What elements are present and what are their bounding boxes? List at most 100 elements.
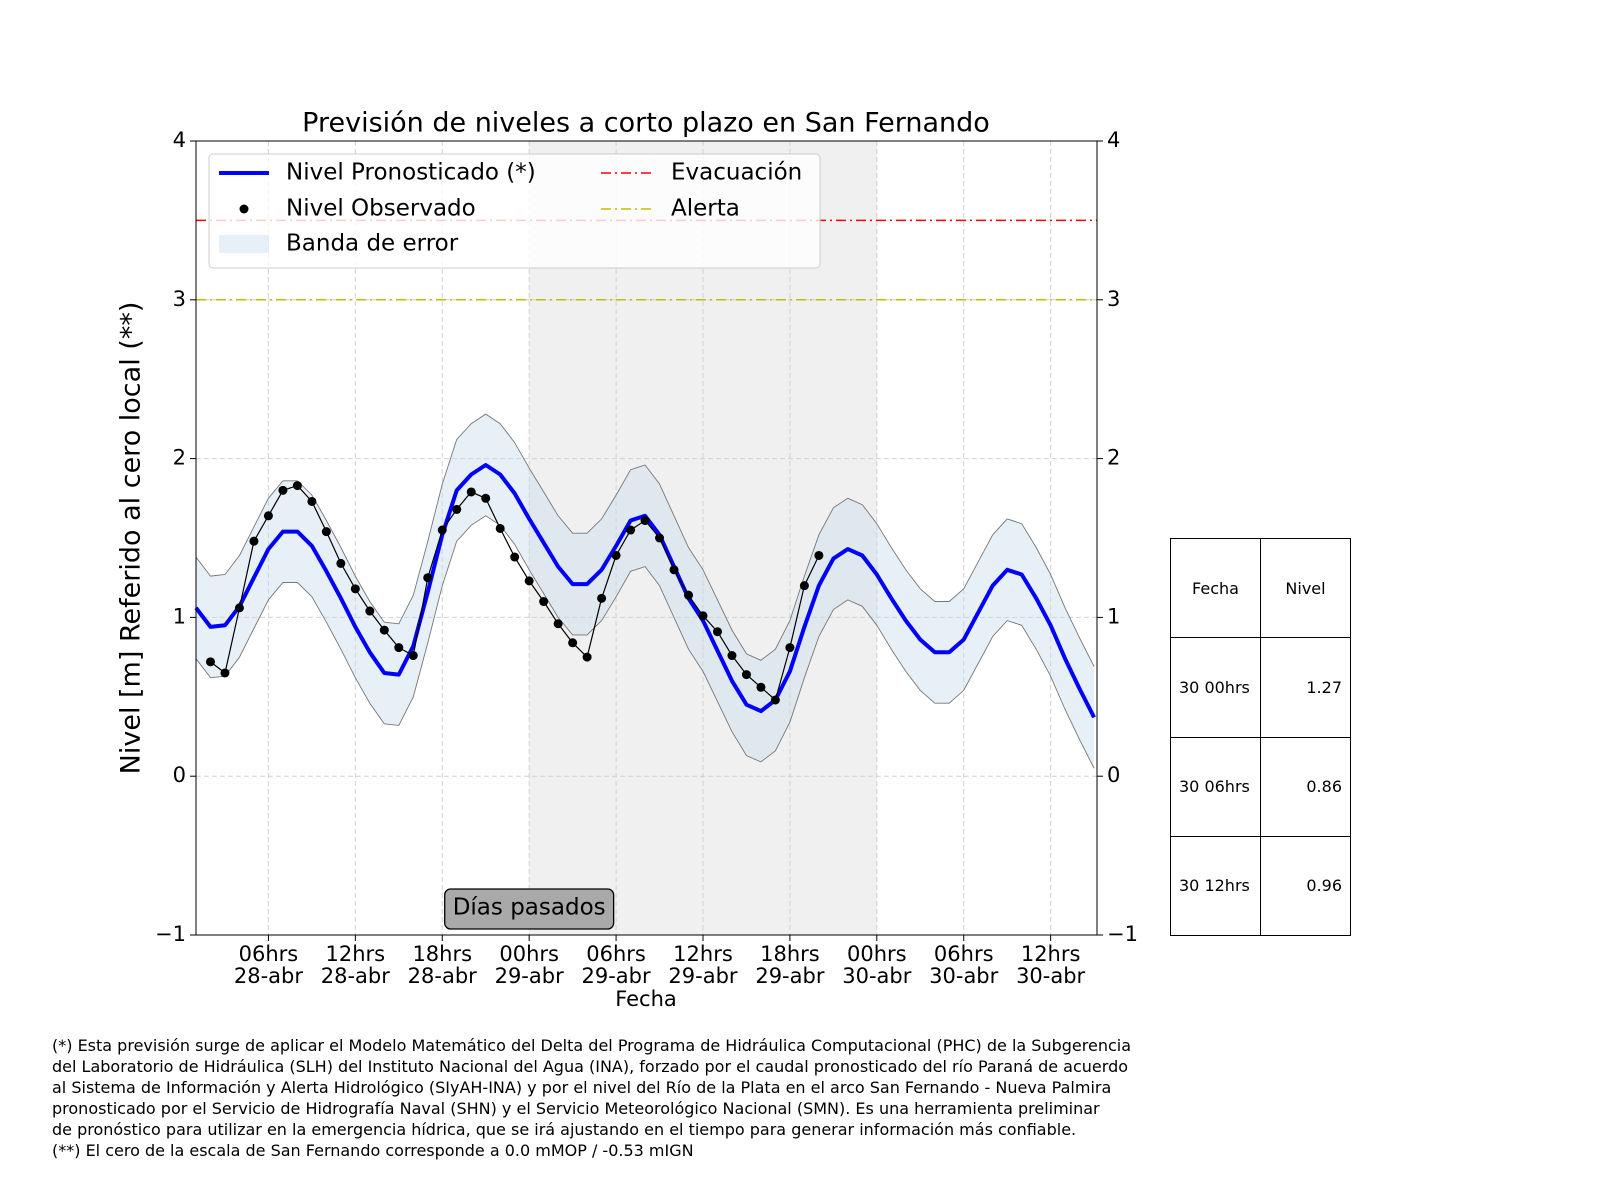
x-tick-label: 06hrs 30-abr [929, 942, 999, 988]
table-row: 30 06hrs 0.86 [1170, 736, 1351, 837]
span-label: Días pasados [453, 895, 606, 921]
observed-point [307, 496, 317, 506]
table-cell: 0.86 [1260, 736, 1351, 837]
observed-point [611, 550, 621, 560]
legend-label: Alerta [671, 196, 740, 222]
x-tick-label: 18hrs 28-abr [407, 942, 477, 988]
observed-point [553, 619, 563, 629]
observed-point [712, 627, 722, 637]
legend-box [208, 153, 821, 269]
x-tick-label: 12hrs 28-abr [320, 942, 390, 988]
y2-tick-label: 3 [1107, 287, 1120, 311]
observed-point [336, 558, 346, 568]
plot-frame [195, 140, 1098, 936]
x-tick-label: 12hrs 30-abr [1016, 942, 1086, 988]
observed-point [727, 651, 737, 661]
x-axis-label: Fecha [615, 987, 677, 1011]
x-tick-label: 06hrs 29-abr [581, 942, 651, 988]
footnote-line: del Laboratorio de Hidráulica (SLH) del … [52, 1057, 1129, 1076]
observed-point [350, 584, 360, 594]
y2-tick-label: 4 [1107, 128, 1120, 152]
observed-point [466, 487, 476, 497]
y-tick-label: 2 [173, 446, 186, 470]
observed-point [582, 652, 592, 662]
observed-point [379, 625, 389, 635]
table-header-cell: Nivel [1260, 537, 1351, 639]
observed-point [741, 670, 751, 680]
observed-point [205, 657, 215, 667]
chart-title: Previsión de niveles a corto plazo en Sa… [302, 108, 990, 139]
observed-point [292, 481, 302, 491]
error-band [196, 414, 1095, 769]
y-axis-label: Nivel [m] Referido al cero local (**) [116, 302, 147, 775]
observed-point [321, 527, 331, 537]
observed-point [770, 695, 780, 705]
observed-point [597, 593, 607, 603]
x-tick-label: 00hrs 30-abr [842, 942, 912, 988]
observed-point [814, 550, 824, 560]
forecast-table: Fecha Nivel 30 00hrs 1.27 30 06hrs 0.86 30 12h… [1170, 537, 1351, 937]
legend-label: Banda de error [286, 231, 459, 257]
legend: Nivel Pronosticado (*) Nivel Observado Ban… [208, 153, 821, 269]
y-tick-label: 4 [173, 128, 186, 152]
table-cell: 30 12hrs [1170, 835, 1261, 937]
x-tick-label: 06hrs 28-abr [233, 942, 303, 988]
table-row: 30 12hrs 0.96 [1170, 835, 1351, 937]
table-header-cell: Fecha [1170, 537, 1261, 639]
observed-point [481, 493, 491, 503]
observed-point [220, 668, 230, 678]
table-cell: 30 06hrs [1170, 736, 1261, 837]
x-tick-label: 12hrs 29-abr [668, 942, 738, 988]
y2-tick-label: 1 [1107, 604, 1120, 628]
observed-point [510, 552, 520, 562]
x-tick-label: 00hrs 29-abr [494, 942, 564, 988]
observed-point [640, 516, 650, 526]
table-cell: 1.27 [1260, 637, 1351, 738]
observed-point [249, 536, 259, 546]
legend-label: Evacuación [671, 160, 802, 186]
y-tick-label: 1 [173, 604, 186, 628]
legend-handle [239, 204, 249, 214]
table-header-row: Fecha Nivel [1170, 537, 1351, 639]
observed-point [655, 533, 665, 543]
y-tick-label: −1 [155, 922, 186, 946]
legend-label: Nivel Observado [286, 196, 476, 222]
table-row: 30 00hrs 1.27 [1170, 637, 1351, 738]
observed-point [452, 504, 462, 514]
footnotes: (*) Esta previsión surge de aplicar el M… [52, 1035, 1131, 1161]
error-band-upper [195, 413, 1095, 667]
footnote-line: al Sistema de Información y Alerta Hidro… [52, 1078, 1112, 1097]
x-tick-label: 18hrs 29-abr [755, 942, 825, 988]
observed-point [437, 525, 447, 535]
forecast-line [194, 463, 1096, 719]
y2-tick-label: 2 [1107, 446, 1120, 470]
observed-point [626, 525, 636, 535]
observed-point [756, 682, 766, 692]
observed-point [684, 590, 694, 600]
y2-tick-label: −1 [1107, 922, 1138, 946]
observed-point [495, 523, 505, 533]
observed-point [698, 611, 708, 621]
y2-tick-label: 0 [1107, 763, 1120, 787]
y-tick-label: 3 [173, 287, 186, 311]
footnote-line: de pronóstico para utilizar en la emerge… [52, 1120, 1077, 1139]
footnote-line: (*) Esta previsión surge de aplicar el M… [52, 1036, 1132, 1055]
y-tick-label: 0 [173, 763, 186, 787]
observed-point [408, 651, 418, 661]
legend-handle [219, 235, 269, 253]
observed-point [524, 576, 534, 586]
footnote-line: (**) El cero de la escala de San Fernand… [52, 1141, 694, 1160]
observed-point [394, 643, 404, 653]
observed-point [263, 511, 273, 521]
observed-point [799, 581, 809, 591]
span-label-box [444, 888, 615, 930]
legend-label: Nivel Pronosticado (*) [286, 160, 536, 186]
error-band-lower [195, 515, 1095, 769]
table-cell: 0.96 [1260, 835, 1351, 937]
observed-point [365, 606, 375, 616]
observed-point [785, 643, 795, 653]
observed-point [539, 597, 549, 607]
observed-point [568, 638, 578, 648]
